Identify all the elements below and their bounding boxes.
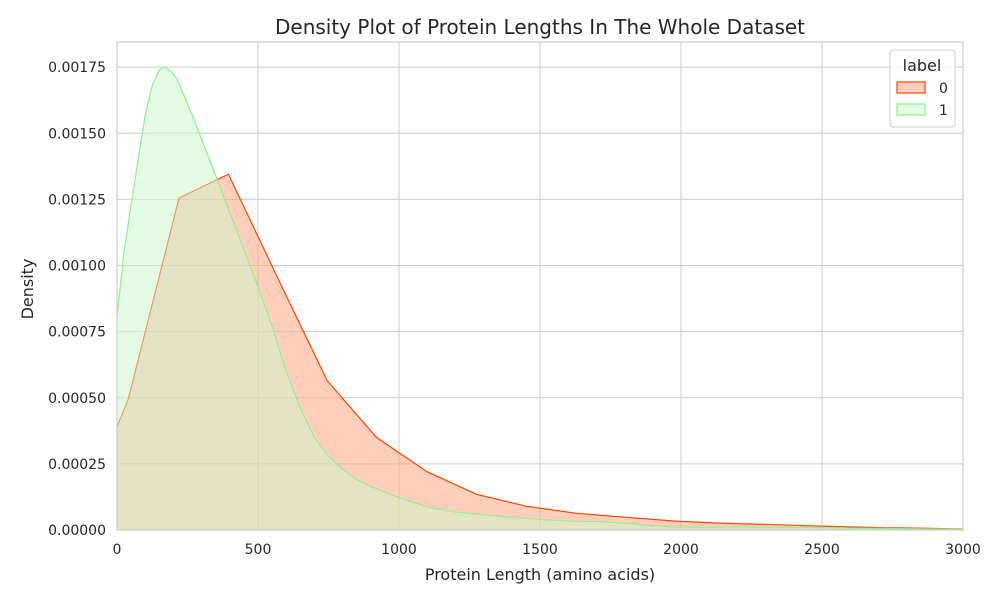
- series-1-line: [117, 66, 963, 530]
- x-tick-label: 500: [245, 542, 272, 558]
- density-areas: [117, 66, 963, 530]
- y-tick-label: 0.00050: [48, 391, 106, 407]
- legend-title: label: [903, 56, 942, 75]
- y-axis-ticks: 0.00000 0.00025 0.00050 0.00075 0.00100 0.001…: [48, 60, 106, 539]
- y-tick-label: 0.00000: [48, 523, 106, 539]
- x-tick-label: 2000: [663, 542, 699, 558]
- plot-border: [116, 41, 964, 531]
- x-tick-label: 1500: [522, 542, 558, 558]
- series-0-line: [117, 173, 963, 530]
- y-tick-label: 0.00075: [48, 325, 106, 341]
- legend-swatch-1: [896, 103, 926, 116]
- y-tick-label: 0.00025: [48, 457, 106, 473]
- series-0-area: [117, 174, 963, 530]
- x-axis-ticks: 0 500 1000 1500 2000 2500 3000: [113, 542, 981, 558]
- x-tick-label: 2500: [804, 542, 840, 558]
- legend-label-1: 1: [939, 103, 948, 119]
- y-tick-label: 0.00175: [48, 60, 106, 76]
- y-tick-label: 0.00100: [48, 259, 106, 275]
- x-tick-label: 1000: [381, 542, 417, 558]
- y-tick-label: 0.00150: [48, 126, 106, 142]
- chart-title: Density Plot of Protein Lengths In The W…: [275, 15, 805, 39]
- y-tick-label: 0.00125: [48, 192, 106, 208]
- legend-label-0: 0: [939, 81, 948, 97]
- plot-frame: [116, 41, 964, 531]
- legend-swatch-0: [896, 81, 926, 94]
- legend: label 0 1: [889, 49, 956, 128]
- series-1-area: [117, 67, 963, 530]
- x-tick-label: 3000: [945, 542, 981, 558]
- x-tick-label: 0: [113, 542, 122, 558]
- y-axis-label: Density: [18, 259, 37, 320]
- x-axis-label: Protein Length (amino acids): [425, 565, 655, 584]
